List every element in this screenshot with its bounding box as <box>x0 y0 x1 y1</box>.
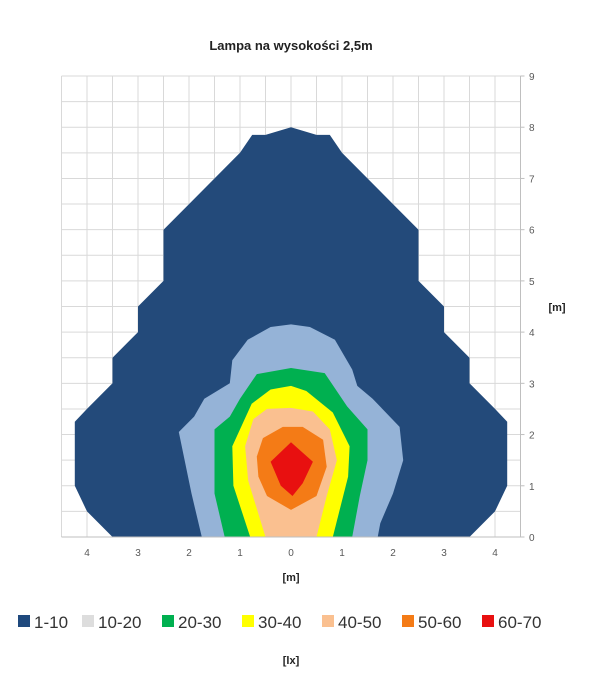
legend-label: 10-20 <box>98 613 141 632</box>
legend-swatch <box>82 615 94 627</box>
legend-swatch <box>162 615 174 627</box>
legend-swatch <box>322 615 334 627</box>
legend-label: 20-30 <box>178 613 221 632</box>
contour-band-60-70 <box>270 442 313 496</box>
x-axis-label: [m] <box>282 572 299 584</box>
legend-label: 50-60 <box>418 613 461 632</box>
contour-bands <box>74 127 508 537</box>
chart-title: Lampa na wysokości 2,5m <box>209 38 372 53</box>
x-tick-label: 0 <box>288 548 294 559</box>
y-tick-label: 6 <box>529 226 535 237</box>
x-tick-label: 4 <box>84 548 90 559</box>
legend-swatch <box>482 615 494 627</box>
x-tick-label: 4 <box>492 548 498 559</box>
y-axis-label: [m] <box>548 302 565 314</box>
x-tick-label: 2 <box>186 548 192 559</box>
y-tick-label: 5 <box>529 277 535 288</box>
y-tick-label: 4 <box>529 328 535 339</box>
legend-swatch <box>18 615 30 627</box>
x-tick-label: 1 <box>237 548 243 559</box>
axes: 4 3 2 1 0 1 2 3 4 0 1 2 3 4 5 6 7 8 9 <box>61 72 535 559</box>
x-tick-label: 1 <box>339 548 345 559</box>
legend-label: 60-70 <box>498 613 541 632</box>
y-tick-label: 9 <box>529 72 535 83</box>
y-tick-label: 2 <box>529 431 535 442</box>
x-tick-label: 3 <box>135 548 141 559</box>
legend-label: 1-10 <box>34 613 68 632</box>
y-tick-label: 7 <box>529 174 535 185</box>
y-tick-label: 8 <box>529 123 535 134</box>
legend-label: 40-50 <box>338 613 381 632</box>
legend: 1-10 10-20 20-30 30-40 40-50 50-60 60-70 <box>18 613 541 632</box>
legend-label: 30-40 <box>258 613 301 632</box>
x-tick-label: 2 <box>390 548 396 559</box>
legend-swatch <box>242 615 254 627</box>
y-tick-label: 1 <box>529 482 535 493</box>
y-tick-label: 3 <box>529 379 535 390</box>
legend-swatch <box>402 615 414 627</box>
y-tick-label: 0 <box>529 533 535 544</box>
legend-title: [lx] <box>283 655 300 667</box>
x-tick-label: 3 <box>441 548 447 559</box>
